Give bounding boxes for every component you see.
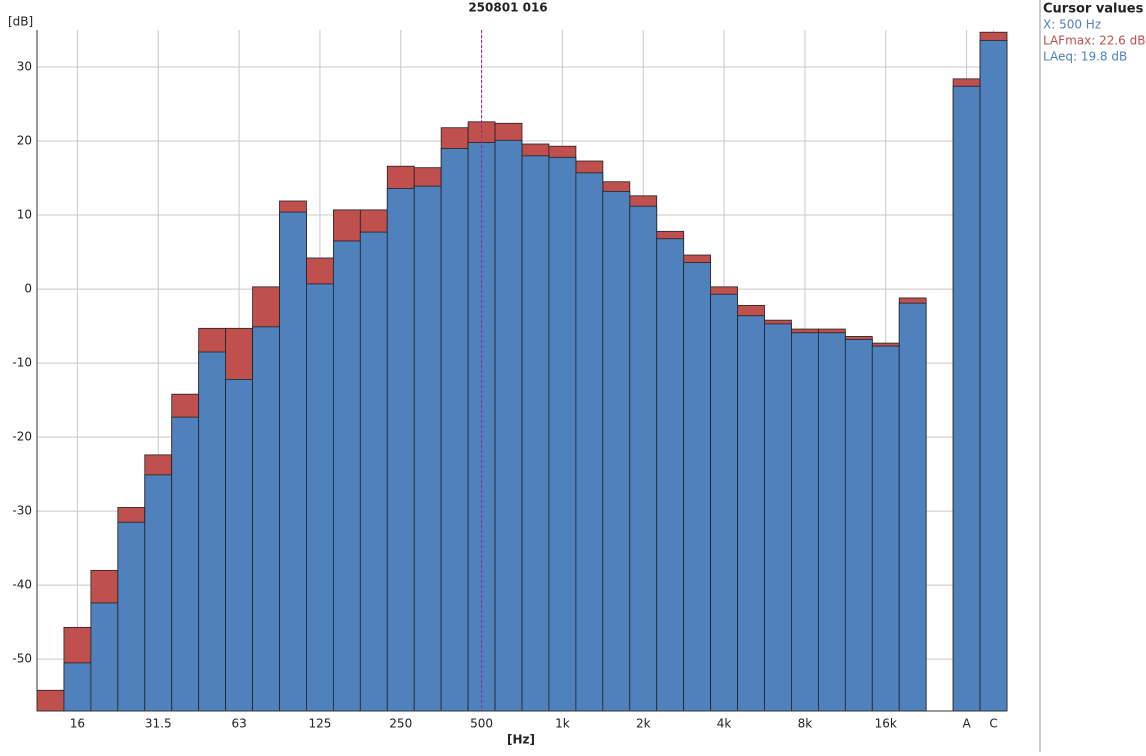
x-tick-label: 31.5: [145, 717, 172, 731]
bar: [898, 302, 927, 712]
x-axis-label: [Hz]: [507, 733, 535, 747]
y-tick-label: -20: [12, 430, 32, 444]
bar: [386, 188, 415, 712]
x-tick-label: A: [962, 717, 971, 731]
bar: [252, 326, 280, 712]
bar: [36, 689, 65, 712]
y-tick-label: 0: [24, 282, 32, 296]
bar: [171, 416, 200, 712]
bar: [440, 148, 469, 712]
y-tick-label: 10: [17, 208, 32, 222]
bar: [791, 332, 819, 712]
bar: [979, 39, 1008, 712]
bar: [359, 231, 388, 712]
bar: [602, 190, 631, 712]
y-tick-label: -50: [12, 652, 32, 666]
bar: [952, 85, 981, 712]
x-tick-label: C: [989, 717, 997, 731]
x-tick-label: 16k: [875, 717, 897, 731]
x-tick-label: 63: [231, 717, 246, 731]
x-tick-label: 16: [70, 717, 85, 731]
cursor-x: X: 500 Hz: [1043, 18, 1101, 32]
bar: [332, 240, 361, 712]
bar: [198, 351, 227, 712]
x-tick-label: 1k: [555, 717, 570, 731]
cursor-title: Cursor values: [1043, 2, 1144, 17]
bar: [737, 315, 765, 712]
y-axis-label: [dB]: [8, 15, 33, 29]
chart-title: 250801 016: [468, 1, 547, 15]
bar: [683, 262, 712, 712]
bar: [494, 139, 523, 712]
bar: [817, 332, 846, 712]
bar: [63, 662, 92, 712]
bar: [521, 155, 550, 712]
x-tick-label: 8k: [798, 717, 813, 731]
y-tick-label: -10: [12, 356, 32, 370]
bar: [413, 185, 442, 712]
bar: [117, 521, 146, 712]
cursor-max: LAFmax: 22.6 dB: [1043, 34, 1145, 48]
bar: [710, 293, 738, 712]
bar: [225, 378, 253, 712]
bar: [90, 602, 119, 712]
x-tick-label: 125: [308, 717, 331, 731]
bar: [306, 283, 334, 712]
bar: [575, 172, 604, 712]
bar: [279, 211, 307, 712]
bar: [764, 323, 792, 712]
x-tick-label: 4k: [717, 717, 732, 731]
x-tick-label: 2k: [636, 717, 651, 731]
x-tick-label: 250: [389, 717, 412, 731]
bar: [629, 205, 658, 712]
bar: [844, 339, 873, 712]
y-tick-label: 30: [17, 60, 32, 74]
cursor-eq: LAeq: 19.8 dB: [1043, 50, 1127, 64]
bar: [144, 474, 173, 712]
y-tick-label: -30: [12, 504, 32, 518]
bar: [548, 156, 577, 712]
x-tick-label: 500: [470, 717, 493, 731]
bar: [656, 238, 685, 712]
y-tick-label: 20: [17, 134, 32, 148]
y-tick-label: -40: [12, 578, 32, 592]
bar: [871, 345, 900, 712]
